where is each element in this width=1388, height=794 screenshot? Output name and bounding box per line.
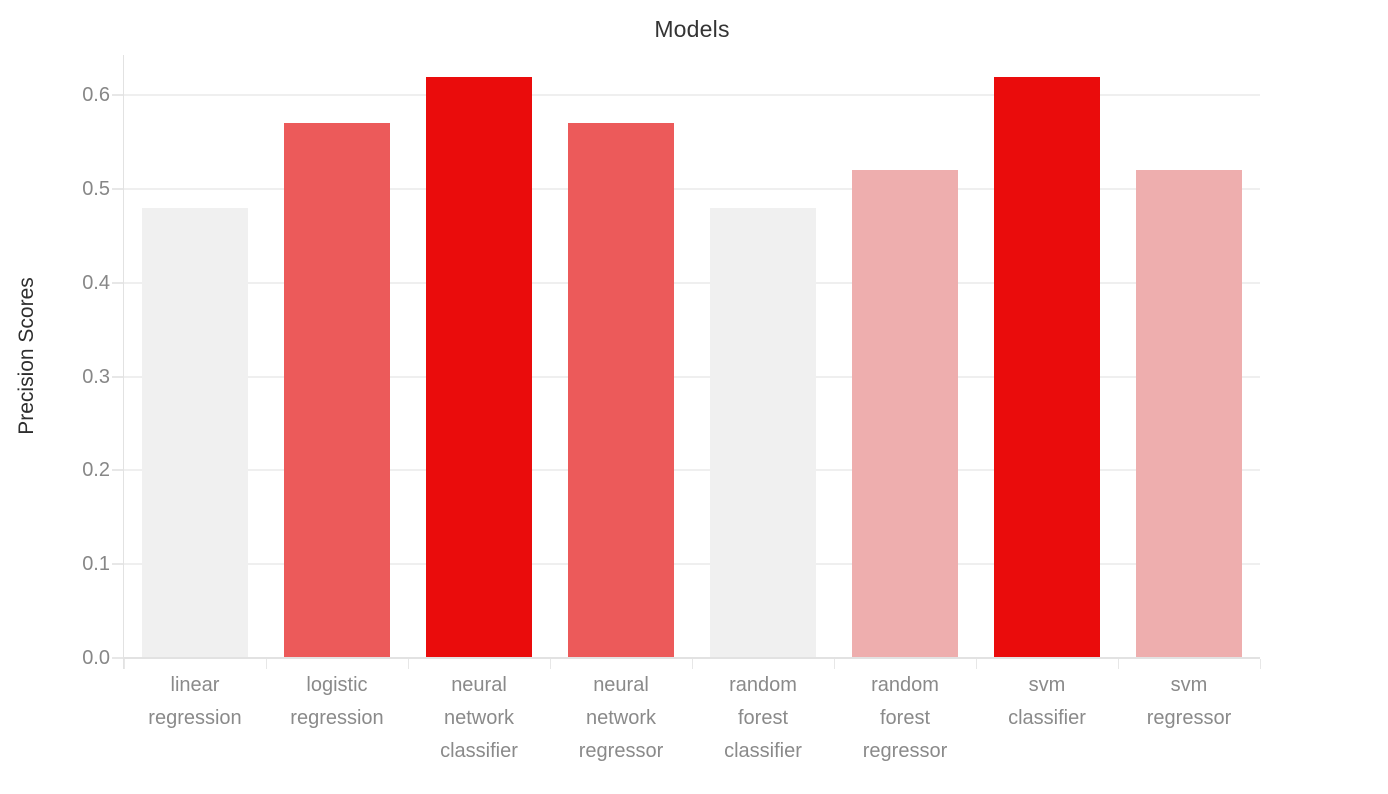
y-gridline: [124, 281, 1260, 284]
y-tick-label: 0.0: [82, 647, 110, 669]
x-tick-mark: [1117, 659, 1119, 669]
x-tick-label-line: forest: [879, 707, 931, 729]
bar-svm-regressor: [1136, 170, 1242, 658]
y-gridline: [124, 469, 1260, 472]
x-tick-label: random forest regressor: [820, 669, 990, 768]
x-tick-label-line: logistic: [306, 674, 368, 696]
chart-title: Models: [654, 16, 730, 42]
y-tick-mark: [112, 281, 124, 284]
y-tick-mark: [112, 94, 124, 97]
x-tick-label-line: random: [871, 674, 939, 696]
x-tick-label-line: network: [443, 707, 515, 729]
x-tick-label: svm regressor: [1104, 669, 1274, 735]
x-tick-label-line: neural: [451, 674, 507, 696]
y-tick-mark: [112, 188, 124, 191]
x-tick-mark: [265, 659, 267, 669]
bar-linear-regression: [142, 207, 248, 658]
y-tick-label: 0.2: [82, 459, 110, 482]
y-tick-label: 0.6: [82, 84, 110, 107]
y-tick-mark: [112, 563, 124, 566]
x-tick-label-line: regressor: [862, 740, 948, 762]
x-tick-label: linear regression: [110, 669, 280, 735]
x-tick-label-line: network: [585, 707, 657, 729]
y-gridline: [124, 188, 1260, 191]
x-tick-label-line: svm: [1170, 674, 1208, 696]
x-tick-label: neural network classifier: [394, 669, 564, 768]
y-axis-line: [123, 55, 124, 669]
x-tick-mark: [1259, 659, 1261, 669]
x-tick-mark: [549, 659, 551, 669]
x-tick-label-line: regression: [290, 707, 384, 729]
y-gridline: [124, 563, 1260, 566]
x-tick-label-line: random: [729, 674, 797, 696]
bar-neural-network-regressor: [568, 123, 674, 658]
y-tick-label: 0.4: [82, 271, 110, 294]
x-tick-label-line: regressor: [1146, 707, 1232, 729]
x-tick-label-line: classifier: [1008, 707, 1086, 729]
x-tick-label: logistic regression: [252, 669, 422, 735]
x-tick-label: svm classifier: [962, 669, 1132, 735]
y-tick-mark: [112, 375, 124, 378]
y-gridline: [124, 375, 1260, 378]
y-tick-label: 0.5: [82, 178, 110, 201]
x-tick-mark: [833, 659, 835, 669]
bar-neural-network-classifier: [426, 76, 532, 658]
x-tick-mark: [975, 659, 977, 669]
x-tick-label-line: svm: [1028, 674, 1066, 696]
y-gridline: [124, 94, 1260, 97]
x-tick-label-line: regression: [148, 707, 242, 729]
x-tick-mark: [407, 659, 409, 669]
x-tick-label-line: forest: [737, 707, 789, 729]
x-tick-label: neural network regressor: [536, 669, 706, 768]
x-tick-mark: [123, 659, 125, 669]
x-tick-label-line: classifier: [724, 740, 802, 762]
y-tick-mark: [112, 469, 124, 472]
bar-random-forest-regressor: [852, 170, 958, 658]
y-tick-label: 0.1: [82, 553, 110, 576]
x-tick-label-line: neural: [593, 674, 649, 696]
x-axis-line: [124, 657, 1260, 659]
bar-random-forest-classifier: [710, 207, 816, 658]
y-tick-mark: [112, 657, 124, 659]
x-tick-label: random forest classifier: [678, 669, 848, 768]
x-tick-label-line: linear: [170, 674, 220, 696]
x-tick-label-line: regressor: [578, 740, 664, 762]
bar-logistic-regression: [284, 123, 390, 658]
x-tick-label-line: classifier: [440, 740, 518, 762]
bar-svm-classifier: [994, 76, 1100, 658]
x-tick-mark: [691, 659, 693, 669]
y-tick-label: 0.3: [82, 365, 110, 388]
